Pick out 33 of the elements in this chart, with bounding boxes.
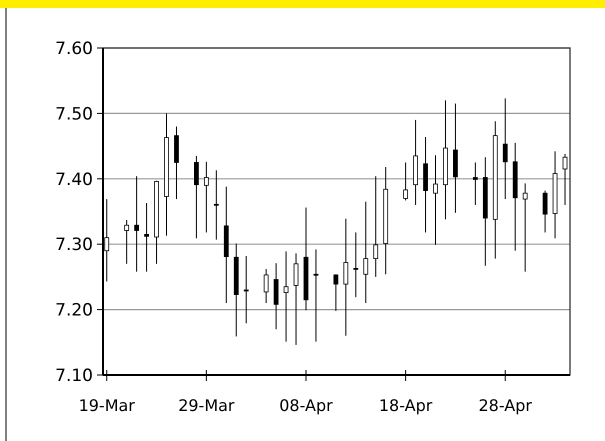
candlestick: [562, 153, 568, 206]
x-tick-label: 19-Mar: [78, 396, 136, 415]
candlestick: [502, 98, 508, 200]
y-tick-label: 7.10: [55, 366, 93, 386]
x-tick-label: 08-Apr: [279, 396, 334, 415]
candlestick: [294, 252, 298, 346]
x-tick-label: 18-Apr: [378, 396, 433, 415]
candlestick: [403, 162, 408, 201]
candlestick: [472, 162, 478, 206]
candlestick: [284, 250, 288, 342]
candlestick: [433, 154, 438, 246]
y-tick-label: 7.40: [55, 170, 93, 190]
candlestick: [333, 274, 338, 312]
candlestick: [144, 202, 149, 272]
candlestick: [194, 155, 199, 239]
y-tick-label: 7.60: [55, 38, 93, 59]
candlestick: [363, 201, 368, 304]
candlestick: [353, 232, 358, 298]
y-tick-label: 7.50: [55, 104, 93, 124]
candlestick: [373, 176, 378, 278]
y-tick-label: 7.30: [55, 235, 93, 256]
candlestick: [134, 176, 140, 272]
candlestick: [204, 161, 209, 233]
x-tick-label: 28-Apr: [478, 396, 532, 415]
x-tick-label: 29-Mar: [178, 396, 235, 415]
y-tick-label: 7.20: [55, 300, 93, 321]
candlestick: [244, 255, 249, 324]
candlestick: [542, 190, 548, 233]
candlestick: [264, 268, 269, 304]
candlestick: [314, 248, 318, 342]
candlestick: [124, 220, 130, 264]
candlestick: [522, 182, 528, 272]
candlestick: [343, 218, 348, 336]
